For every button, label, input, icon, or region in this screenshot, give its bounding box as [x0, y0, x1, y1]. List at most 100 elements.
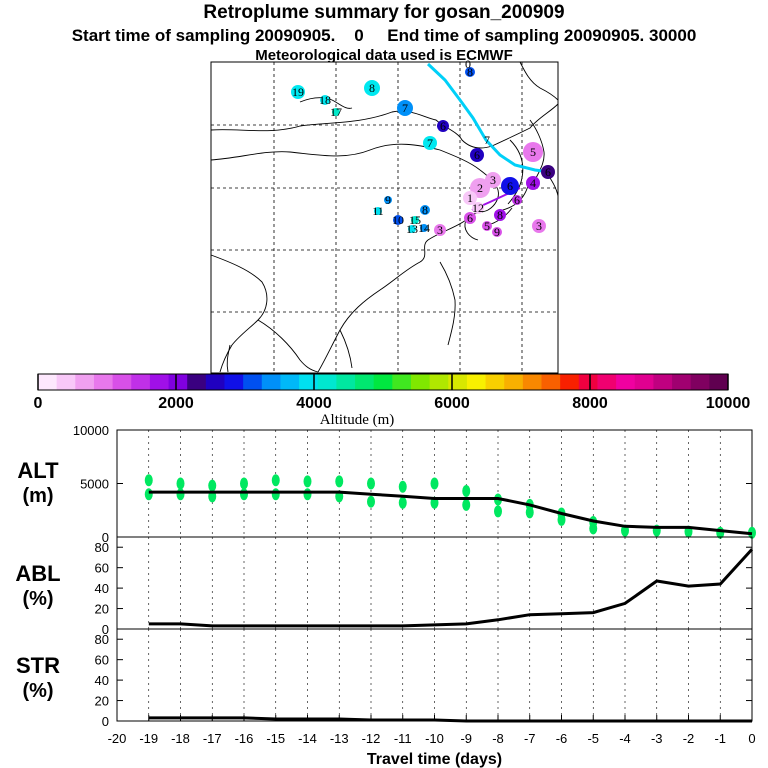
map-marker: [492, 227, 502, 237]
x-tick-label: -15: [266, 731, 285, 746]
colorbar-swatch: [578, 374, 598, 390]
colorbar-swatch: [75, 374, 95, 390]
plume-point: [430, 477, 439, 490]
colorbar-label: Altitude (m): [320, 412, 395, 428]
map-marker: [420, 205, 430, 215]
x-tick-label: -2: [683, 731, 695, 746]
y-tick-label: 10000: [73, 423, 109, 438]
x-tick-label: -20: [108, 731, 127, 746]
colorbar-tick-label: 2000: [158, 395, 194, 412]
map-marker: [482, 221, 492, 231]
colorbar-swatch: [373, 374, 393, 390]
map-marker: [423, 136, 437, 150]
map-marker: [437, 120, 449, 132]
map-marker-label: 7: [427, 136, 433, 150]
y-tick-label: 0: [102, 622, 109, 637]
map-marker-label: 1: [467, 191, 473, 205]
map-marker-label: 8: [369, 81, 375, 95]
map-marker-label: 3: [490, 173, 496, 187]
timeseries-panels: 0500010000ALT(m)020406080ABL(%)020406080…: [15, 423, 756, 768]
y-tick-label: 20: [95, 694, 109, 709]
map-marker-label: 3: [536, 219, 542, 233]
map-marker-label: 8: [422, 203, 428, 217]
plume-point: [240, 477, 248, 490]
colorbar-swatch: [504, 374, 524, 390]
x-tick-label: -1: [714, 731, 726, 746]
y-tick-label: 0: [102, 530, 109, 545]
map-marker: [374, 207, 382, 215]
map-marker: [393, 215, 403, 225]
x-tick-label: -6: [556, 731, 568, 746]
panel-alt: 0 5000 10000 ALT(m): [17, 423, 756, 545]
x-tick-label: -8: [492, 731, 504, 746]
map-marker-label: 18: [319, 93, 331, 107]
colorbar-swatch: [466, 374, 486, 390]
plume-point: [367, 495, 375, 508]
panel-label: STR: [16, 653, 60, 678]
y-tick-label: 60: [95, 561, 109, 576]
colorbar-swatch: [541, 374, 561, 390]
colorbar-swatch: [56, 374, 76, 390]
colorbar-swatch: [672, 374, 692, 390]
plume-point: [271, 474, 280, 487]
panel-unit: (m): [22, 485, 53, 507]
map-marker: [472, 202, 484, 214]
map-marker: [420, 224, 428, 232]
x-axis-label: Travel time (days): [367, 751, 502, 768]
plume-point: [335, 475, 344, 488]
colorbar-swatch: [355, 374, 375, 390]
colorbar-tick-label: 8000: [572, 395, 608, 412]
map-marker: [526, 176, 540, 190]
colorbar-swatch: [261, 374, 281, 390]
colorbar-tick-label: 0: [34, 395, 43, 412]
colorbar-swatch: [149, 374, 169, 390]
map-marker-label: 10: [392, 213, 404, 227]
map-marker-label: 0: [465, 57, 471, 71]
colorbar-swatch: [597, 374, 617, 390]
map-marker-label: 12: [472, 201, 484, 215]
plume-point: [240, 488, 248, 501]
x-tick-label: -9: [460, 731, 472, 746]
plume-point: [208, 479, 217, 492]
colorbar-swatch: [485, 374, 505, 390]
panel-label: ALT: [17, 458, 59, 483]
map-marker-label: 6: [440, 119, 446, 133]
map-marker-label: 2: [477, 181, 483, 195]
map-marker-label: 7: [484, 133, 490, 147]
colorbar-swatch: [224, 374, 244, 390]
x-tick-label: -14: [298, 731, 317, 746]
altitude-colorbar: 0 2000 4000 6000 8000 10000: [34, 373, 750, 412]
sampling-time-line: Start time of sampling 20090905. 0 End t…: [71, 26, 697, 45]
map-marker-label: 9: [385, 193, 391, 207]
series-line-str: [148, 716, 752, 723]
y-tick-label: 80: [95, 540, 109, 555]
plume-point: [398, 496, 407, 509]
plume-point: [398, 480, 407, 493]
plume-point: [462, 498, 471, 511]
map-marker-label: 5: [530, 145, 536, 159]
plume-point: [367, 477, 375, 490]
colorbar-swatch: [410, 374, 431, 390]
plume-point: [303, 475, 312, 488]
x-tick-label: 0: [748, 731, 755, 746]
x-tick-label: -10: [425, 731, 444, 746]
series-line-abl: [148, 548, 754, 628]
colorbar-swatch: [392, 374, 412, 390]
plume-point: [144, 488, 153, 501]
panel-unit: (%): [22, 588, 53, 610]
trajectory-line: [426, 62, 551, 174]
map-marker: [494, 209, 506, 221]
map-marker: [411, 216, 419, 224]
colorbar-swatch: [634, 374, 654, 390]
map-marker: [332, 108, 340, 116]
colorbar-tick-label: 6000: [434, 395, 470, 412]
x-tick-label: -16: [235, 731, 254, 746]
panel-unit: (%): [22, 680, 53, 702]
map-marker: [364, 80, 380, 96]
map-marker-label: 6: [474, 148, 480, 162]
y-tick-label: 0: [102, 714, 109, 729]
